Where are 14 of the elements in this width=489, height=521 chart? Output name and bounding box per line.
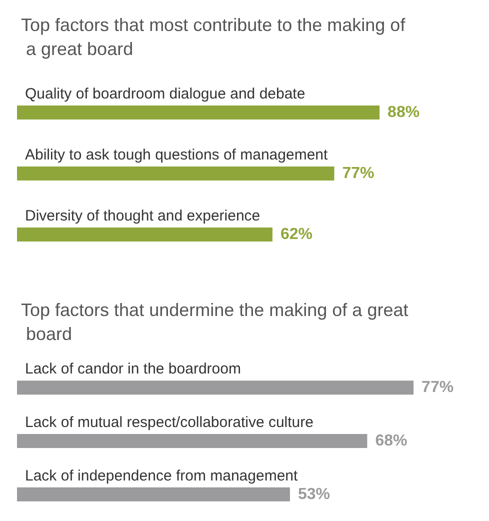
data-label: 88% <box>388 104 420 121</box>
data-label: 68% <box>375 432 408 450</box>
chart-title: Top factors that undermine the making of a great board <box>21 300 408 344</box>
y-tick-label: Lack of mutual respect/collaborative culture <box>25 414 314 431</box>
data-label: 77% <box>422 379 454 396</box>
data-label: 62% <box>280 226 312 243</box>
data-label: 77% <box>342 165 374 182</box>
y-tick-label: Diversity of thought and experience <box>25 208 260 224</box>
y-tick-label: Ability to ask tough questions of management <box>25 146 329 164</box>
y-tick-label: Lack of candor in the boardroom <box>25 360 241 378</box>
data-label: 53% <box>298 486 330 503</box>
y-tick-label: Quality of boardroom dialogue and debate <box>25 86 306 102</box>
chart-title: Top factors that most contribute to the making of a great board <box>21 15 406 59</box>
y-tick-label: Lack of independence from management <box>25 467 299 484</box>
